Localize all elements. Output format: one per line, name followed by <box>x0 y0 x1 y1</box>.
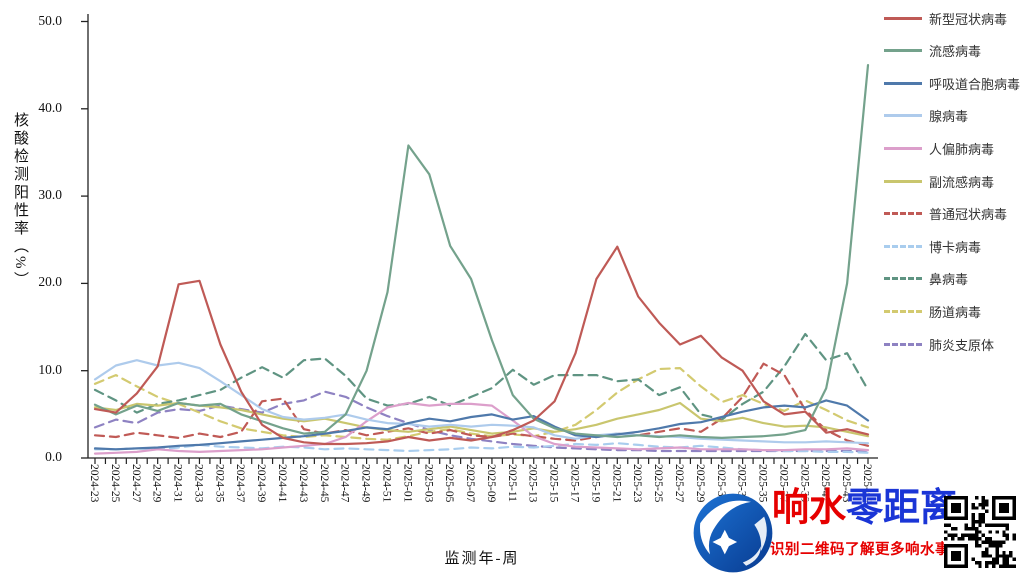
legend-label: 新型冠状病毒 <box>929 11 1008 27</box>
x-tick-label: 2025-09 <box>484 464 497 503</box>
legend-label: 呼吸道合胞病毒 <box>929 76 1021 92</box>
x-tick-label: 2024-43 <box>296 464 309 503</box>
x-tick-label: 2025-37 <box>777 464 790 503</box>
legend-swatch-solid-line <box>884 49 922 53</box>
legend-item: 人偏肺病毒 <box>884 138 994 158</box>
x-tick-label: 2025-39 <box>798 464 811 503</box>
brand-logo-icon <box>693 493 773 573</box>
y-axis-title: 核酸检测阳性率（%） <box>12 112 28 290</box>
x-tick-label: 2025-11 <box>505 464 518 502</box>
watermark: 响水零距离 识别二维码了解更多响水事 <box>688 482 1024 576</box>
x-tick-label: 2024-33 <box>192 464 205 503</box>
brand-subtitle: 识别二维码了解更多响水事 <box>770 542 950 558</box>
legend-label: 人偏肺病毒 <box>929 141 995 157</box>
legend-label: 副流感病毒 <box>929 174 995 190</box>
legend-swatch-solid-line <box>884 114 922 118</box>
x-tick-label: 2025-01 <box>401 464 414 503</box>
x-tick-label: 2025-25 <box>652 464 665 503</box>
y-tick-label: 0.0 <box>45 449 62 464</box>
x-tick-label: 2024-29 <box>150 464 163 503</box>
series-line-流感病毒 <box>93 63 870 439</box>
legend-item: 肠道病毒 <box>884 301 981 321</box>
x-tick-label: 2025-43 <box>840 464 853 503</box>
legend-item: 腺病毒 <box>884 106 968 126</box>
legend-label: 肺炎支原体 <box>929 337 995 353</box>
x-tick-label: 2025-07 <box>464 464 477 503</box>
x-tick-label: 2024-31 <box>171 464 184 503</box>
x-tick-label: 2024-39 <box>255 464 268 503</box>
x-tick-label: 2025-27 <box>672 464 685 503</box>
x-tick-label: 2025-33 <box>735 464 748 503</box>
brand-title: 响水零距离 <box>772 486 957 531</box>
x-tick-label: 2024-27 <box>129 464 142 503</box>
legend-swatch-solid-line <box>884 81 922 85</box>
legend-item: 流感病毒 <box>884 41 981 61</box>
x-tick-label: 2024-51 <box>380 464 393 503</box>
legend-swatch-dashed-line <box>884 309 922 313</box>
legend-swatch-solid-line <box>884 16 922 20</box>
x-tick-label: 2025-03 <box>422 464 435 503</box>
legend-label: 普通冠状病毒 <box>929 207 1008 223</box>
series-line-新型冠状病毒 <box>93 245 870 446</box>
x-tick-label: 2025-35 <box>756 464 769 503</box>
legend-label: 流感病毒 <box>929 44 982 60</box>
legend-swatch-solid-line <box>884 146 922 150</box>
x-tick-label: 2024-41 <box>276 464 289 503</box>
qr-code <box>944 496 1016 568</box>
x-tick-label: 2025-31 <box>714 464 727 503</box>
legend-item: 副流感病毒 <box>884 171 994 191</box>
legend-item: 新型冠状病毒 <box>884 8 1007 28</box>
legend-label: 腺病毒 <box>929 109 969 125</box>
series-line-肠道病毒 <box>93 367 870 441</box>
series-line-人偏肺病毒 <box>93 401 870 455</box>
legend-item: 呼吸道合胞病毒 <box>884 73 1020 93</box>
series-line-呼吸道合胞病毒 <box>93 399 870 451</box>
legend-label: 博卡病毒 <box>929 239 982 255</box>
legend-item: 博卡病毒 <box>884 236 981 256</box>
legend-label: 肠道病毒 <box>929 304 982 320</box>
x-tick-label: 2024-35 <box>213 464 226 503</box>
x-tick-label: 2025-41 <box>819 464 832 503</box>
x-tick-label: 2025-21 <box>610 464 623 503</box>
series-line-副流感病毒 <box>93 401 870 438</box>
legend-swatch-dashed-line <box>884 277 922 281</box>
x-tick-label: 2025-05 <box>443 464 456 503</box>
x-tick-label: 2025-17 <box>568 464 581 503</box>
x-tick-label: 2024-25 <box>108 464 121 503</box>
x-tick-label: 2025-15 <box>547 464 560 503</box>
x-tick-label: 2025-13 <box>526 464 539 503</box>
x-tick-label: 2025-19 <box>589 464 602 503</box>
x-tick-label: 2024-37 <box>234 464 247 503</box>
legend-swatch-dashed-line <box>884 342 922 346</box>
series-line-腺病毒 <box>93 359 870 445</box>
series-line-普通冠状病毒 <box>93 362 870 447</box>
x-axis-title: 监测年-周 <box>444 551 520 567</box>
x-tick-label: 2024-49 <box>359 464 372 503</box>
legend-swatch-dashed-line <box>884 244 922 248</box>
legend-swatch-dashed-line <box>884 212 922 216</box>
legend-item: 鼻病毒 <box>884 269 968 289</box>
x-tick-label: 2025-45 <box>861 464 873 503</box>
series-line-鼻病毒 <box>93 332 870 421</box>
y-tick-label: 30.0 <box>38 187 62 203</box>
legend-label: 鼻病毒 <box>929 272 969 288</box>
series-line-肺炎支原体 <box>93 390 870 453</box>
x-tick-label: 2024-23 <box>88 464 100 503</box>
y-tick-label: 10.0 <box>38 361 62 377</box>
x-tick-label: 2025-29 <box>693 464 706 503</box>
y-tick-label: 40.0 <box>38 99 62 115</box>
x-tick-label: 2024-45 <box>317 464 330 503</box>
y-tick-label: 50.0 <box>38 12 62 28</box>
legend-swatch-solid-line <box>884 179 922 183</box>
legend-item: 普通冠状病毒 <box>884 204 1007 224</box>
y-tick-label: 20.0 <box>38 274 62 290</box>
x-tick-label: 2024-47 <box>338 464 351 503</box>
legend-item: 肺炎支原体 <box>884 334 994 354</box>
x-tick-label: 2025-23 <box>631 464 644 503</box>
brand-title-red: 响水 <box>772 486 846 531</box>
brand-title-blue: 零距离 <box>846 486 957 531</box>
